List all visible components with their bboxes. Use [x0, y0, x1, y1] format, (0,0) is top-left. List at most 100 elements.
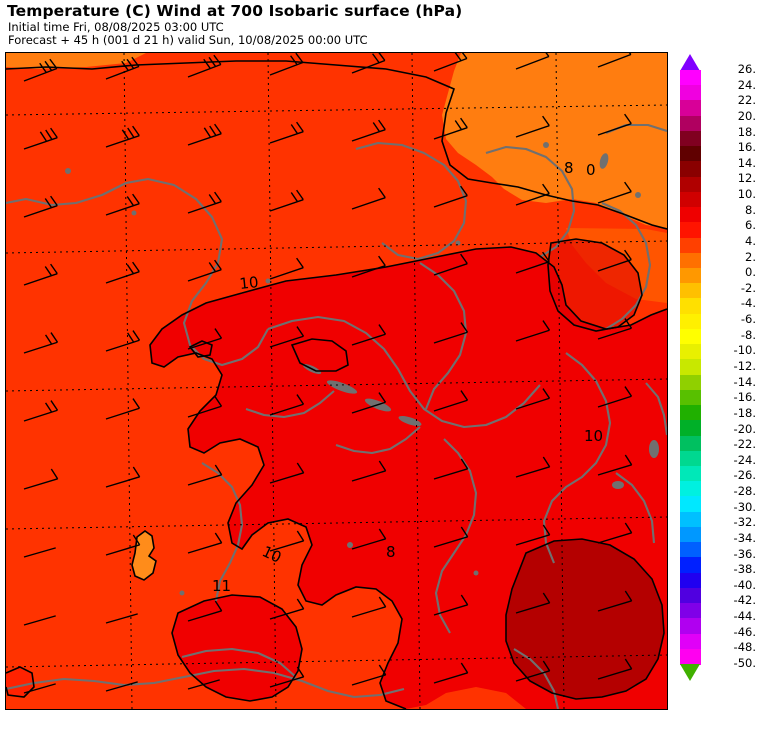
colorbar-tick-label: 18.: [737, 124, 756, 139]
page-title: Temperature (C) Wind at 700 Isobaric sur…: [7, 2, 463, 20]
colorbar-tick-labels: 26. 24. 22. 20. 18. 16. 14. 12. 10. 8. 6. 4. 2. 0. -2.…: [704, 54, 756, 694]
triangle-up-icon: [680, 54, 700, 71]
forecast-valid-label: Forecast + 45 h (001 d 21 h) valid Sun, …: [8, 33, 368, 47]
field-red-patch-bl: [6, 667, 34, 697]
colorbar-band: [680, 130, 701, 147]
colorbar-band: [680, 268, 701, 284]
colorbar-tick-label: -28.: [733, 484, 756, 499]
colorbar-tick-label: -26.: [733, 468, 756, 483]
colorbar-band: [680, 496, 701, 513]
colorbar-band: [680, 237, 701, 254]
colorbar-band: [680, 557, 701, 574]
colorbar-band: [680, 389, 701, 406]
colorbar-tick-label: 10.: [737, 187, 756, 202]
colorbar-band: [680, 344, 701, 360]
contour-label: 0: [586, 161, 596, 179]
colorbar-band: [680, 603, 701, 619]
colorbar-tick-label: -18.: [733, 405, 756, 420]
colorbar-tick-label: -30.: [733, 499, 756, 514]
colorbar-band: [680, 207, 701, 223]
colorbar-band: [680, 450, 701, 467]
colorbar-band: [680, 466, 701, 482]
contour-label: 11: [212, 577, 231, 595]
colorbar-tick-label: -22.: [733, 437, 756, 452]
colorbar-tick-label: 4.: [745, 233, 756, 248]
isotherm-layer: [6, 60, 667, 709]
colorbar-band: [680, 648, 701, 665]
colorbar-band: [680, 511, 701, 528]
colorbar-tick-label: 6.: [745, 218, 756, 233]
colorbar-band: [680, 222, 701, 239]
colorbar-tick-label: -38.: [733, 562, 756, 577]
colorbar-tick-label: -14.: [733, 374, 756, 389]
colorbar-band: [680, 405, 701, 421]
colorbar-band: [680, 526, 701, 543]
contour-label: 10: [239, 273, 260, 293]
colorbar-tick-label: 24.: [737, 77, 756, 92]
colorbar-tick-label: 20.: [737, 108, 756, 123]
colorbar-band: [680, 252, 701, 269]
temperature-colorbar[interactable]: [680, 70, 701, 665]
colorbar-band: [680, 146, 701, 162]
colorbar-band: [680, 85, 701, 102]
colorbar-band: [680, 542, 701, 558]
colorbar-tick-label: -34.: [733, 530, 756, 545]
colorbar-band: [680, 633, 701, 650]
colorbar-band: [680, 191, 701, 208]
colorbar-tick-label: -6.: [740, 312, 756, 327]
colorbar-tick-label: -16.: [733, 390, 756, 405]
colorbar-band: [680, 374, 701, 391]
colorbar-band: [680, 161, 701, 178]
colorbar-tick-label: -8.: [740, 327, 756, 342]
colorbar-tick-label: -32.: [733, 515, 756, 530]
colorbar-tick-label: -24.: [733, 452, 756, 467]
colorbar-band: [680, 618, 701, 635]
colorbar-tick-label: -48.: [733, 640, 756, 655]
triangle-down-icon: [680, 664, 700, 681]
colorbar-band: [680, 481, 701, 498]
colorbar-tick-label: 2.: [745, 249, 756, 264]
colorbar-tick-label: 12.: [737, 171, 756, 186]
colorbar-band: [680, 435, 701, 452]
colorbar-tick-label: 0.: [745, 265, 756, 280]
colorbar-tick-label: -46.: [733, 624, 756, 639]
colorbar-tick-label: -20.: [733, 421, 756, 436]
colorbar-tick-label: 16.: [737, 140, 756, 155]
colorbar-tick-label: -42.: [733, 593, 756, 608]
colorbar-band: [680, 313, 701, 330]
contour-label: 10: [584, 427, 603, 445]
colorbar-band: [680, 359, 701, 376]
contour-label: 8: [564, 159, 574, 177]
colorbar-tick-label: -12.: [733, 359, 756, 373]
colorbar-tick-label: 8.: [745, 202, 756, 217]
colorbar-tick-label: -2.: [740, 280, 756, 295]
colorbar-tick-label: 26.: [737, 62, 756, 76]
colorbar-band: [680, 420, 701, 437]
field-darkred-lower-right: [506, 539, 664, 699]
temperature-field: 8 0 10 10 8 10 11: [6, 53, 667, 709]
colorbar-band: [680, 176, 701, 193]
colorbar-band: [680, 587, 701, 604]
colorbar-band: [680, 115, 701, 132]
colorbar-tick-label: -50.: [733, 656, 756, 670]
graticule-layer: [6, 53, 667, 709]
colorbar-band: [680, 283, 701, 300]
field-red-deep-right: [548, 239, 642, 331]
colorbar-band: [680, 298, 701, 315]
chart-header: Temperature (C) Wind at 700 Isobaric sur…: [0, 0, 760, 52]
weather-map[interactable]: 8 0 10 10 8 10 11: [5, 52, 668, 710]
colorbar-tick-label: -36.: [733, 546, 756, 561]
coastline-layer: [6, 123, 667, 709]
colorbar-band: [680, 572, 701, 589]
colorbar-tick-label: -10.: [733, 343, 756, 358]
colorbar-band: [680, 328, 701, 345]
contour-label: 8: [386, 543, 396, 561]
colorbar-band: [680, 70, 701, 86]
colorbar-tick-label: -40.: [733, 577, 756, 592]
colorbar-tick-label: -44.: [733, 609, 756, 624]
colorbar-tick-label: 14.: [737, 155, 756, 170]
colorbar-band: [680, 100, 701, 117]
colorbar-tick-label: -4.: [740, 296, 756, 311]
initial-time-label: Initial time Fri, 08/08/2025 03:00 UTC: [8, 20, 224, 34]
colorbar-tick-label: 22.: [737, 93, 756, 108]
